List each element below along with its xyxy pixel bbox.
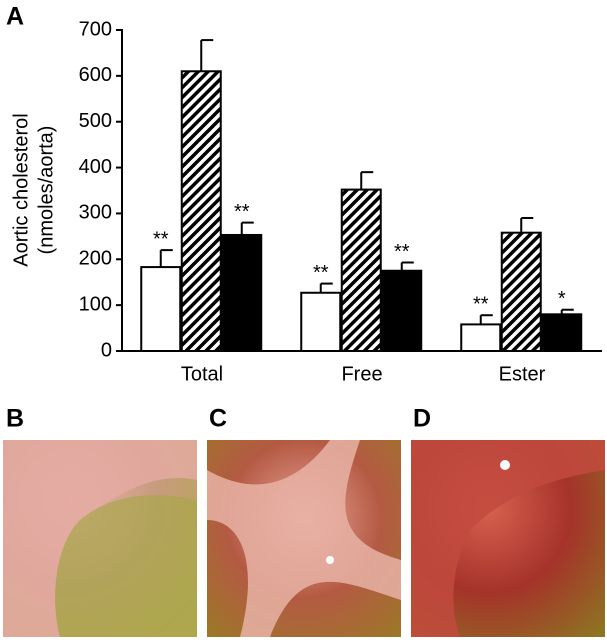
y-tick-label: 600 (79, 64, 112, 86)
significance-marker: ** (153, 228, 169, 250)
bar (340, 188, 382, 352)
panel-label: D (413, 405, 431, 433)
bar (180, 70, 222, 353)
significance-marker: ** (234, 201, 250, 223)
y-axis-label: Aortic cholesterol (10, 113, 32, 266)
y-axis-label: (nmoles/aorta) (35, 126, 57, 255)
y-tick-label: 300 (79, 202, 112, 224)
bar (541, 313, 583, 353)
bar (381, 269, 423, 352)
y-tick-label: 200 (79, 248, 112, 270)
bar (460, 323, 502, 353)
x-tick-label: Total (181, 363, 223, 385)
panel-label: C (209, 405, 227, 433)
x-tick-label: Ester (499, 363, 546, 385)
significance-marker: ** (473, 294, 489, 316)
y-tick-label: 400 (79, 156, 112, 178)
y-tick-label: 100 (79, 293, 112, 315)
significance-marker: ** (313, 262, 329, 284)
bar (300, 291, 342, 352)
y-tick-label: 500 (79, 110, 112, 132)
significance-marker: ** (394, 241, 410, 263)
y-tick-label: 0 (101, 339, 112, 361)
y-tick-label: 700 (79, 18, 112, 40)
bar (140, 266, 182, 352)
panel-label: B (6, 405, 24, 433)
panel-label: A (6, 3, 24, 31)
x-tick-label: Free (341, 363, 382, 385)
bar (221, 233, 263, 352)
photo (411, 440, 605, 637)
photo (3, 440, 198, 637)
significance-marker: * (558, 288, 566, 310)
photo (207, 440, 401, 637)
bar (500, 231, 542, 352)
